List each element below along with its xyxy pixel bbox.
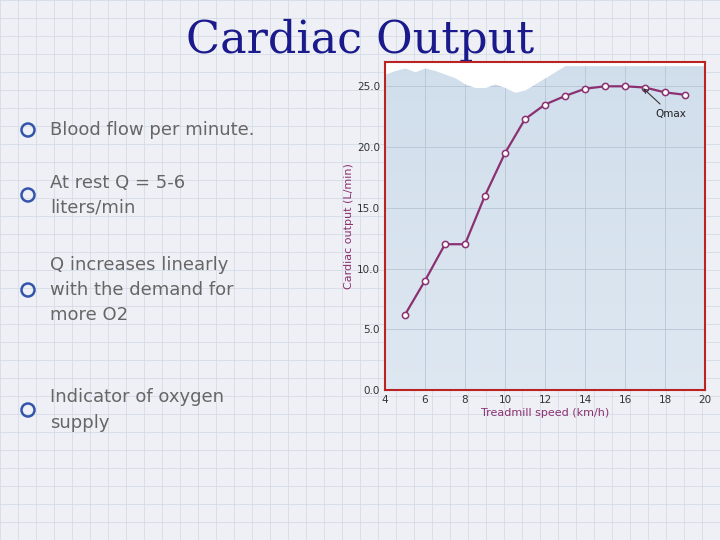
Y-axis label: Cardiac output (L/min): Cardiac output (L/min) xyxy=(344,163,354,289)
Text: At rest Q = 5-6
liters/min: At rest Q = 5-6 liters/min xyxy=(50,173,185,217)
Text: Q increases linearly
with the demand for
more O2: Q increases linearly with the demand for… xyxy=(50,256,233,324)
Text: Indicator of oxygen
supply: Indicator of oxygen supply xyxy=(50,388,224,431)
X-axis label: Treadmill speed (km/h): Treadmill speed (km/h) xyxy=(481,408,609,417)
Text: Qmax: Qmax xyxy=(644,89,686,119)
Text: Blood flow per minute.: Blood flow per minute. xyxy=(50,121,254,139)
Text: Cardiac Output: Cardiac Output xyxy=(186,18,534,62)
